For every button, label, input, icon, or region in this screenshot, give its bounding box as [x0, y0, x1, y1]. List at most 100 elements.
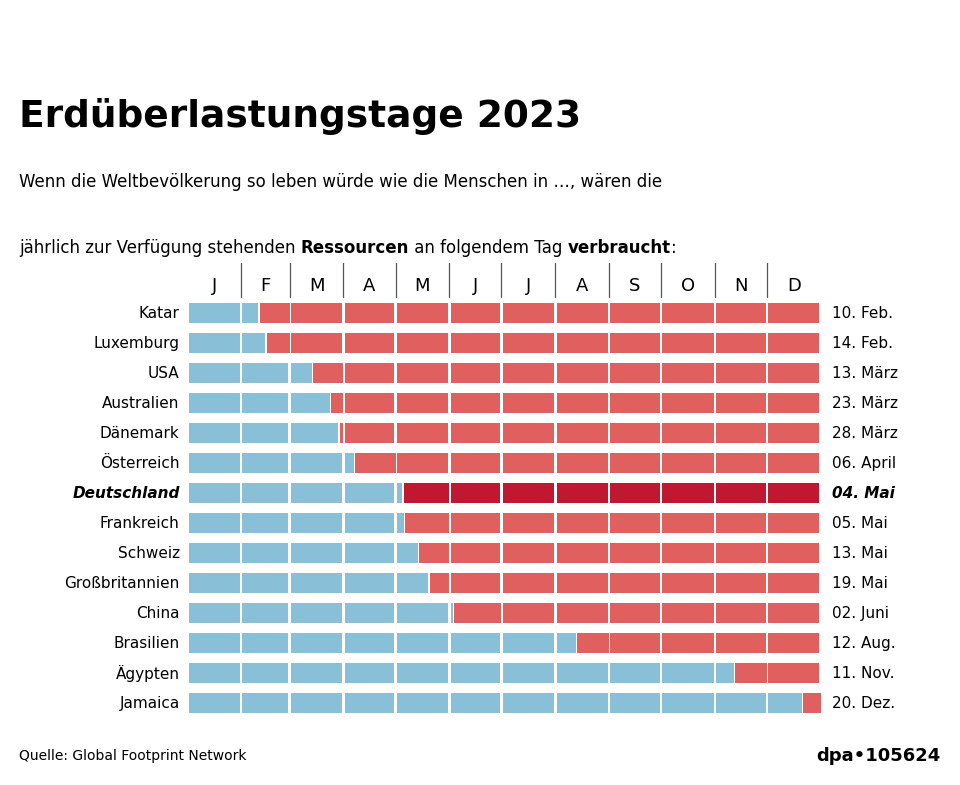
Bar — [557, 363, 608, 384]
Bar — [242, 693, 288, 714]
Bar — [450, 303, 500, 323]
Bar — [503, 513, 554, 534]
Bar — [188, 333, 240, 353]
Bar — [188, 603, 240, 623]
Bar — [611, 513, 660, 534]
Bar — [557, 453, 608, 473]
Bar — [291, 603, 342, 623]
Bar — [716, 573, 766, 593]
Text: A: A — [363, 277, 375, 295]
Bar — [242, 333, 265, 353]
Bar — [396, 483, 402, 503]
Bar — [242, 663, 288, 684]
Bar — [716, 633, 766, 653]
Bar — [557, 303, 608, 323]
Bar — [716, 513, 766, 534]
Bar — [503, 633, 554, 653]
Bar — [396, 363, 448, 384]
Bar — [188, 693, 240, 714]
Bar — [188, 423, 240, 444]
Bar — [662, 483, 713, 503]
Bar — [557, 663, 608, 684]
Bar — [291, 363, 312, 384]
Text: dpa•105624: dpa•105624 — [817, 747, 941, 765]
Bar — [450, 603, 453, 623]
Bar — [396, 633, 448, 653]
Bar — [803, 693, 821, 714]
Bar — [242, 393, 288, 414]
Bar — [768, 693, 802, 714]
Bar — [242, 453, 288, 473]
Bar — [503, 333, 554, 353]
Bar — [450, 333, 500, 353]
Bar — [662, 603, 713, 623]
Bar — [503, 693, 554, 714]
Text: Erdüberlastungstage 2023: Erdüberlastungstage 2023 — [19, 98, 582, 135]
Bar — [768, 423, 820, 444]
Bar — [557, 573, 608, 593]
Text: J: J — [526, 277, 531, 295]
Text: N: N — [734, 277, 748, 295]
Bar — [396, 573, 428, 593]
Bar — [396, 693, 448, 714]
Bar — [345, 483, 395, 503]
Bar — [291, 483, 342, 503]
Bar — [450, 573, 500, 593]
Text: 13. März: 13. März — [832, 366, 898, 381]
Bar — [450, 453, 500, 473]
Bar — [242, 633, 288, 653]
Bar — [259, 303, 290, 323]
Text: jährlich zur Verfügung stehenden: jährlich zur Verfügung stehenden — [19, 239, 300, 257]
Bar — [768, 363, 820, 384]
Bar — [242, 513, 288, 534]
Text: verbraucht: verbraucht — [568, 239, 671, 257]
Bar — [611, 303, 660, 323]
Bar — [242, 303, 258, 323]
Bar — [611, 663, 660, 684]
Bar — [503, 303, 554, 323]
Bar — [396, 603, 448, 623]
Bar — [716, 693, 766, 714]
Bar — [611, 363, 660, 384]
Bar — [503, 423, 554, 444]
Bar — [188, 543, 240, 564]
Bar — [450, 393, 500, 414]
Bar — [503, 363, 554, 384]
Bar — [662, 363, 713, 384]
Bar — [611, 423, 660, 444]
Text: Österreich: Österreich — [100, 456, 180, 471]
Bar — [716, 423, 766, 444]
Bar — [662, 453, 713, 473]
Text: 14. Feb.: 14. Feb. — [832, 336, 893, 351]
Bar — [503, 543, 554, 564]
Text: Deutschland: Deutschland — [72, 486, 180, 501]
Bar — [611, 453, 660, 473]
Bar — [291, 543, 342, 564]
Bar — [188, 513, 240, 534]
Bar — [242, 603, 288, 623]
Bar — [188, 573, 240, 593]
Bar — [557, 393, 608, 414]
Text: O: O — [681, 277, 695, 295]
Bar — [768, 393, 820, 414]
Bar — [345, 453, 354, 473]
Text: 05. Mai: 05. Mai — [832, 516, 888, 531]
Bar — [405, 513, 449, 534]
Bar — [716, 483, 766, 503]
Bar — [611, 333, 660, 353]
Bar — [450, 513, 500, 534]
Bar — [662, 333, 713, 353]
Bar — [291, 663, 342, 684]
Bar — [396, 513, 404, 534]
Bar — [396, 663, 448, 684]
Bar — [242, 483, 288, 503]
Bar — [396, 333, 448, 353]
Bar — [242, 423, 288, 444]
Text: S: S — [630, 277, 640, 295]
Bar — [611, 693, 660, 714]
Text: 12. Aug.: 12. Aug. — [832, 636, 896, 651]
Bar — [314, 363, 344, 384]
Bar — [404, 483, 449, 503]
Text: 02. Juni: 02. Juni — [832, 606, 889, 621]
Bar — [768, 633, 820, 653]
